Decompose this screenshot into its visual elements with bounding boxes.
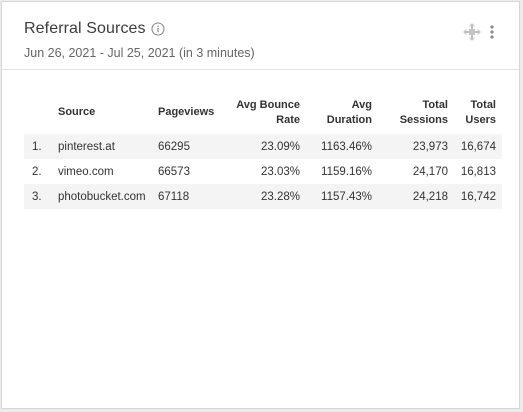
cell-sessions: 23,973	[378, 134, 454, 159]
cell-source: pinterest.at	[52, 134, 152, 159]
table-header-row: Source Pageviews Avg Bounce Rate Avg Dur…	[24, 94, 502, 134]
cell-bounce-rate: 23.09%	[222, 134, 306, 159]
cell-sessions: 24,170	[378, 159, 454, 184]
table-row: 1. pinterest.at 66295 23.09% 1163.46% 23…	[24, 134, 502, 159]
card-header: Referral Sources Jun 26, 2021 - Jul 25, …	[2, 2, 519, 70]
column-header-total-sessions[interactable]: Total Sessions	[399, 98, 448, 126]
cell-duration: 1157.43%	[306, 184, 378, 209]
table-row: 3. photobucket.com 67118 23.28% 1157.43%…	[24, 184, 502, 209]
cell-bounce-rate: 23.03%	[222, 159, 306, 184]
column-header-source[interactable]: Source	[58, 106, 96, 118]
cell-users: 16,674	[454, 134, 502, 159]
row-index: 3.	[24, 184, 52, 209]
referral-table-container: Source Pageviews Avg Bounce Rate Avg Dur…	[24, 94, 502, 209]
cell-duration: 1163.46%	[306, 134, 378, 159]
cell-source: vimeo.com	[52, 159, 152, 184]
row-index: 1.	[24, 134, 52, 159]
column-header-total-users[interactable]: Total Users	[465, 98, 496, 126]
cell-users: 16,813	[454, 159, 502, 184]
row-index: 2.	[24, 159, 52, 184]
cell-pageviews: 66573	[152, 159, 222, 184]
column-header-index	[24, 94, 52, 134]
referral-table: Source Pageviews Avg Bounce Rate Avg Dur…	[24, 94, 502, 209]
cell-sessions: 24,218	[378, 184, 454, 209]
table-row: 2. vimeo.com 66573 23.03% 1159.16% 24,17…	[24, 159, 502, 184]
header-tools	[462, 22, 495, 42]
column-header-pageviews[interactable]: Pageviews	[158, 106, 215, 118]
cell-pageviews: 66295	[152, 134, 222, 159]
cell-bounce-rate: 23.28%	[222, 184, 306, 209]
title-row: Referral Sources	[24, 20, 165, 38]
cell-source: photobucket.com	[52, 184, 152, 209]
cell-pageviews: 67118	[152, 184, 222, 209]
cell-users: 16,742	[454, 184, 502, 209]
column-header-avg-bounce-rate[interactable]: Avg Bounce Rate	[236, 98, 300, 126]
more-vertical-icon[interactable]	[489, 24, 495, 40]
column-header-avg-duration[interactable]: Avg Duration	[326, 98, 372, 126]
info-icon[interactable]	[151, 22, 165, 36]
card-title: Referral Sources	[24, 20, 146, 37]
cell-duration: 1159.16%	[306, 159, 378, 184]
move-icon[interactable]	[462, 22, 482, 42]
date-range-subtitle: Jun 26, 2021 - Jul 25, 2021 (in 3 minute…	[24, 46, 255, 60]
